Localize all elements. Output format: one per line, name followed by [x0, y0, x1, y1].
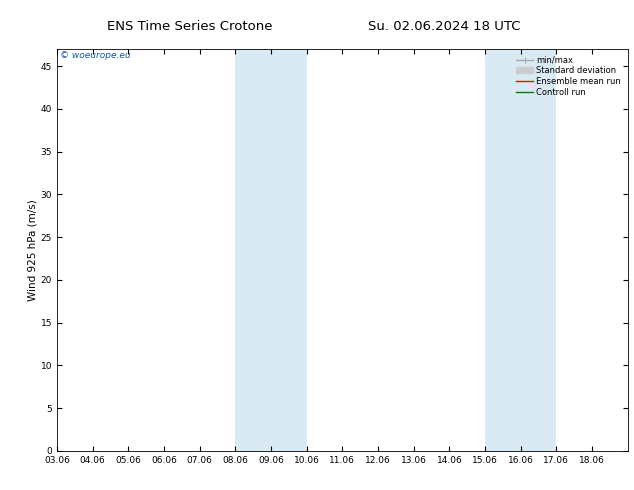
Legend: min/max, Standard deviation, Ensemble mean run, Controll run: min/max, Standard deviation, Ensemble me…: [514, 53, 623, 99]
Text: ENS Time Series Crotone: ENS Time Series Crotone: [107, 20, 273, 33]
Bar: [235, 49, 307, 451]
Y-axis label: Wind 925 hPa (m/s): Wind 925 hPa (m/s): [28, 199, 38, 301]
Text: © woeurope.eu: © woeurope.eu: [60, 51, 131, 60]
Text: Su. 02.06.2024 18 UTC: Su. 02.06.2024 18 UTC: [368, 20, 520, 33]
Bar: [485, 49, 557, 451]
